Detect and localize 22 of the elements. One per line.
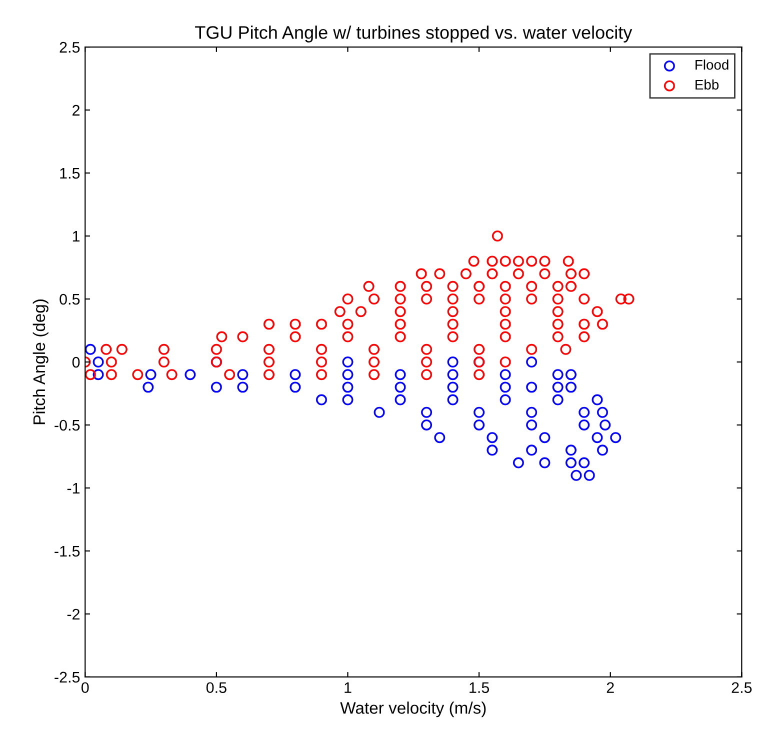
y-tick-label: 1 bbox=[72, 231, 80, 242]
x-tick-label: 2 bbox=[606, 682, 614, 693]
x-tick-label: 0.5 bbox=[206, 682, 226, 694]
legend-label: Ebb bbox=[696, 79, 719, 90]
y-tick-label: -2 bbox=[67, 608, 80, 620]
chart-title: TGU Pitch Angle w/ turbines stopped vs. water velocity bbox=[195, 26, 632, 42]
x-tick-label: 1.5 bbox=[470, 682, 490, 694]
y-tick-label: -1.5 bbox=[54, 546, 80, 557]
y-tick-label: -0.5 bbox=[54, 420, 80, 431]
y-tick-label: -1 bbox=[67, 482, 80, 494]
x-tick-label: 0 bbox=[81, 682, 89, 694]
y-tick-label: 1.5 bbox=[60, 168, 80, 179]
legend-label: Flood bbox=[696, 60, 728, 70]
y-tick-label: 2.5 bbox=[60, 42, 80, 53]
y-tick-label: -2.5 bbox=[54, 672, 80, 683]
y-tick-label: 2 bbox=[72, 104, 80, 116]
x-tick-label: 1 bbox=[344, 682, 352, 693]
y-tick-label: 0.5 bbox=[60, 294, 80, 305]
y-axis-title: Pitch Angle (deg) bbox=[32, 300, 48, 424]
x-tick-label: 2.5 bbox=[732, 682, 752, 694]
x-axis-title: Water velocity (m/s) bbox=[340, 702, 486, 718]
y-tick-label: 0 bbox=[72, 356, 80, 368]
